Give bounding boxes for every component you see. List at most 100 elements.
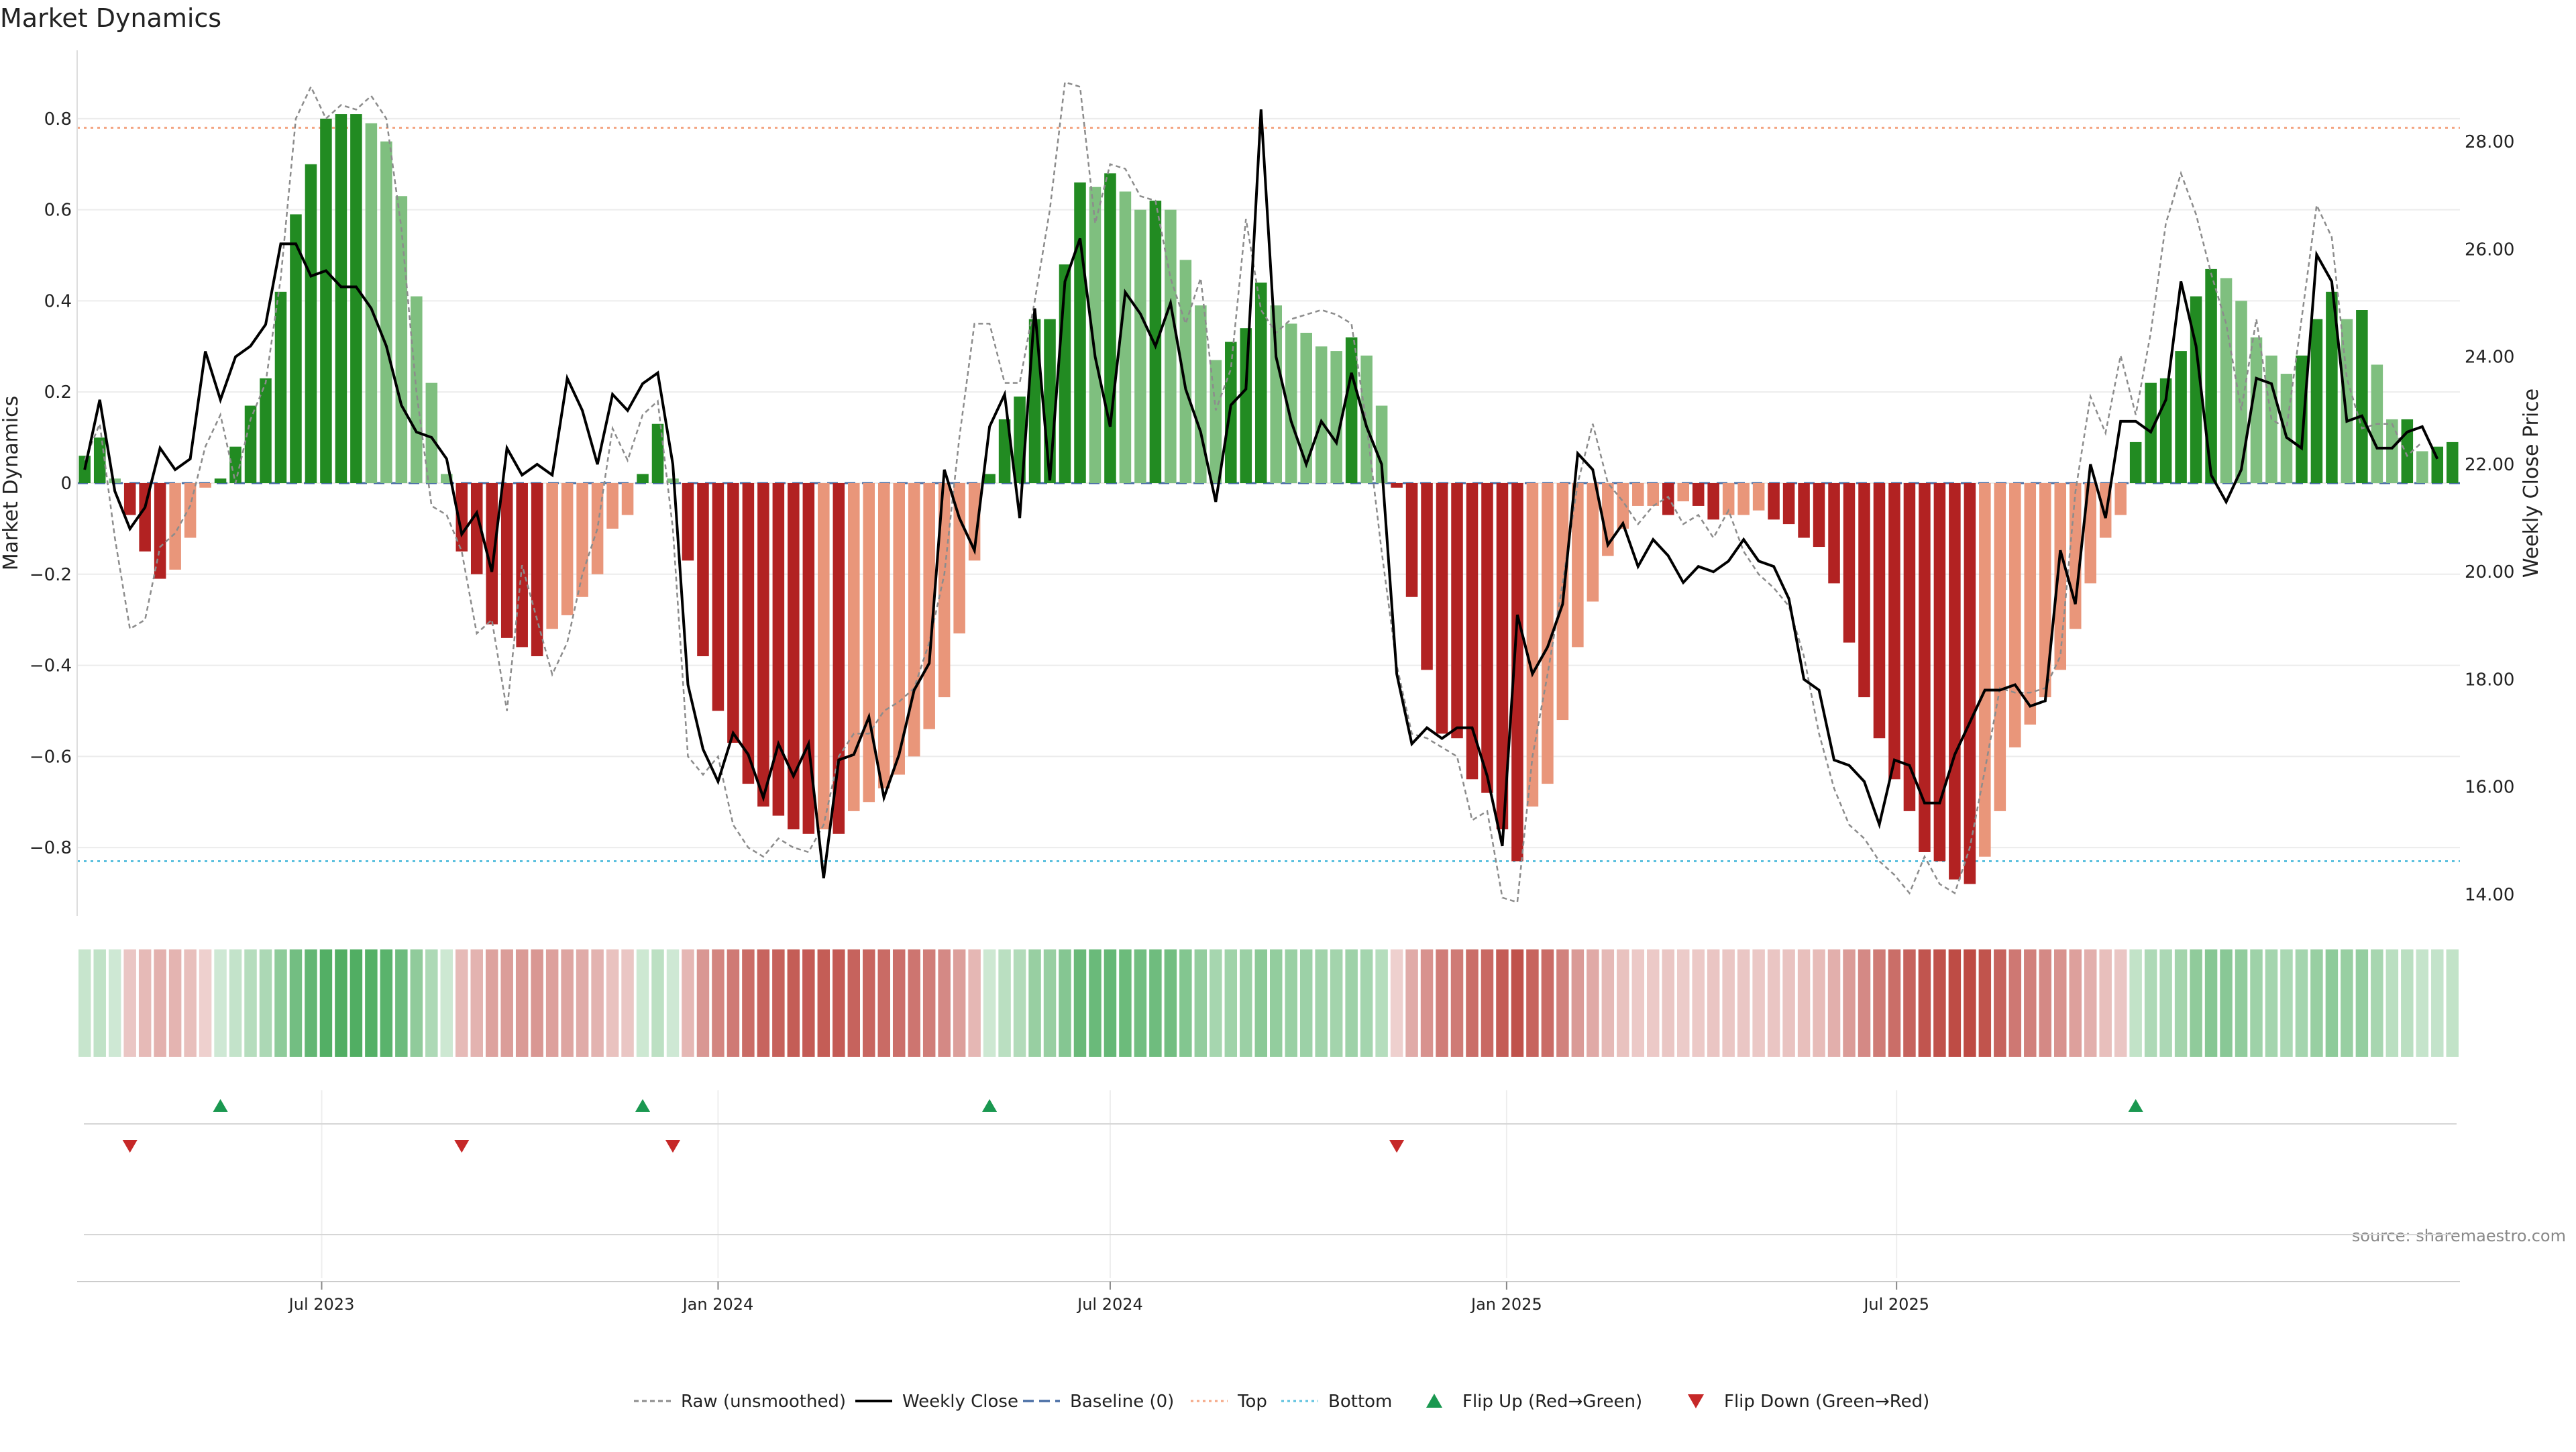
strip-cell-147 <box>2295 949 2308 1057</box>
strip-cell-86 <box>1375 949 1388 1057</box>
bar-128 <box>2009 483 2021 747</box>
strip-cell-145 <box>2265 949 2278 1057</box>
strip-cell-87 <box>1390 949 1403 1057</box>
bar-87 <box>1391 483 1403 488</box>
bar-106 <box>1677 483 1689 502</box>
bar-40 <box>682 483 694 561</box>
bar-144 <box>2250 337 2263 483</box>
bar-150 <box>2341 319 2353 483</box>
bar-34 <box>591 483 604 574</box>
left-tick-label-4: 0 <box>60 474 72 494</box>
bar-91 <box>1451 483 1463 739</box>
strip-cell-109 <box>1722 949 1735 1057</box>
bar-23 <box>425 382 438 483</box>
bar-131 <box>2054 483 2067 670</box>
strip-cell-128 <box>2008 949 2022 1057</box>
flip-up-marker-1 <box>635 1099 651 1112</box>
bar-111 <box>1752 483 1765 511</box>
strip-cell-130 <box>2039 949 2052 1057</box>
strip-cell-131 <box>2054 949 2067 1057</box>
x-axis: Jul 2023 Jan 2024 Jul 2024 Jan 2025 Jul 2025 <box>77 1281 2460 1314</box>
legend-item-top: Top <box>1191 1392 1267 1412</box>
bar-20 <box>380 141 392 483</box>
weekly-close-line <box>83 109 2439 879</box>
strip-cell-81 <box>1299 949 1313 1057</box>
bar-99 <box>1572 483 1584 647</box>
bar-72 <box>1165 209 1177 483</box>
strip-cell-94 <box>1496 949 1509 1057</box>
strip-cell-149 <box>2325 949 2339 1057</box>
strip-cell-153 <box>2385 949 2399 1057</box>
strip-cell-89 <box>1420 949 1434 1057</box>
strip-cell-120 <box>1888 949 1901 1057</box>
bar-47 <box>788 483 800 829</box>
strip-cell-127 <box>1994 949 2006 1057</box>
strip-cell-78 <box>1254 949 1267 1057</box>
bar-43 <box>727 483 739 743</box>
bar-60 <box>983 474 996 483</box>
bar-116 <box>1828 483 1840 584</box>
strip-cell-28 <box>500 949 513 1057</box>
strip-cell-134 <box>2099 949 2112 1057</box>
bar-32 <box>561 483 574 615</box>
strip-cell-18 <box>350 949 363 1057</box>
strip-cell-72 <box>1164 949 1177 1057</box>
bar-49 <box>818 483 830 829</box>
bar-97 <box>1542 483 1554 784</box>
bar-86 <box>1375 405 1388 483</box>
strip-cell-64 <box>1043 949 1057 1057</box>
strip-cell-41 <box>696 949 710 1057</box>
bar-103 <box>1632 483 1644 506</box>
strip-cell-35 <box>606 949 619 1057</box>
right-tick-label-7: 28.00 <box>2465 132 2514 152</box>
strip-cell-77 <box>1240 949 1252 1057</box>
bar-109 <box>1722 483 1735 515</box>
strip-cell-47 <box>787 949 800 1057</box>
strip-cell-104 <box>1647 949 1660 1057</box>
strip-cell-83 <box>1330 949 1343 1057</box>
strip-cell-61 <box>998 949 1011 1057</box>
strip-cell-93 <box>1481 949 1494 1057</box>
bar-139 <box>2175 351 2187 483</box>
bar-149 <box>2326 291 2338 483</box>
right-tick-label-6: 26.00 <box>2465 240 2514 260</box>
bar-82 <box>1315 346 1328 483</box>
right-tick-label-0: 14.00 <box>2465 885 2514 905</box>
strip-cell-24 <box>440 949 453 1057</box>
bar-35 <box>606 483 619 529</box>
strip-cell-17 <box>335 949 347 1057</box>
strip-cell-67 <box>1089 949 1102 1057</box>
bar-15 <box>305 164 317 483</box>
strip-cell-66 <box>1073 949 1087 1057</box>
bar-102 <box>1617 483 1629 529</box>
strip-cell-136 <box>2129 949 2142 1057</box>
strip-cell-52 <box>863 949 875 1057</box>
bar-148 <box>2310 319 2323 483</box>
bar-8 <box>199 483 211 488</box>
reference-lines <box>77 126 2460 863</box>
bar-84 <box>1345 337 1358 483</box>
strip-cell-107 <box>1692 949 1705 1057</box>
legend-label-flip_up: Flip Up (Red→Green) <box>1462 1392 1642 1412</box>
strip-cell-121 <box>1903 949 1916 1057</box>
legend-swatch-flip-up <box>1426 1394 1442 1408</box>
bar-45 <box>757 483 769 807</box>
x-tick-label-2: Jul 2024 <box>1076 1295 1143 1314</box>
flip-up-marker-3 <box>2128 1099 2143 1112</box>
strip-cell-135 <box>2114 949 2127 1057</box>
legend-label-raw: Raw (unsmoothed) <box>681 1392 846 1412</box>
bar-75 <box>1210 360 1222 483</box>
strip-cell-6 <box>168 949 182 1057</box>
strip-cell-99 <box>1571 949 1585 1057</box>
bar-112 <box>1768 483 1780 520</box>
bar-2 <box>109 478 121 483</box>
strip-cell-125 <box>1964 949 1976 1057</box>
bar-58 <box>953 483 965 634</box>
left-tick-label-8: 0.8 <box>44 109 72 129</box>
bar-57 <box>938 483 951 698</box>
strip-cell-60 <box>983 949 996 1057</box>
strip-cell-85 <box>1360 949 1373 1057</box>
bar-61 <box>998 419 1011 483</box>
x-tick-label-1: Jan 2024 <box>682 1295 754 1314</box>
strip-cell-15 <box>305 949 317 1057</box>
